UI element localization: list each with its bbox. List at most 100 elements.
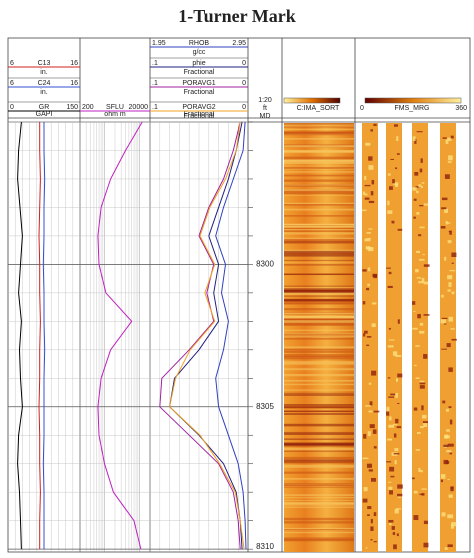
fms-spot [387, 285, 393, 289]
fms-spot [365, 547, 368, 549]
ima-streak [284, 461, 354, 463]
fms-spot [415, 345, 420, 347]
ima-streak [284, 162, 354, 164]
ima-streak [284, 432, 354, 435]
fms-spot [397, 228, 403, 231]
ima-streak [284, 241, 354, 243]
ima-streak [284, 337, 354, 340]
fms-spot [418, 467, 421, 472]
fms-spot [450, 524, 454, 529]
fms-spot [420, 470, 423, 473]
fms-spot [394, 460, 397, 465]
fms-spot [362, 269, 367, 272]
fms-spot [416, 190, 419, 194]
fms-spot [415, 377, 420, 379]
fms-spot [422, 253, 425, 256]
fms-spot [370, 526, 374, 531]
fms-spot [388, 522, 392, 526]
ima-streak [284, 478, 354, 480]
fms-spot [423, 520, 428, 525]
ima-streak [284, 161, 354, 163]
fms-spot [397, 496, 402, 498]
ima-streak [284, 203, 354, 206]
fms-spot [421, 277, 425, 283]
fms-spot [390, 393, 396, 396]
fms-spot [364, 330, 368, 334]
fms-spot [444, 547, 448, 550]
scale-right: 2.95 [232, 40, 246, 47]
ima-streak [284, 346, 354, 349]
ima-streak [284, 438, 354, 440]
ima-streak [284, 191, 354, 195]
ima-streak [284, 288, 354, 292]
fms-spot [446, 429, 450, 432]
color-bar [283, 97, 341, 104]
curve [169, 121, 243, 550]
ima-streak [284, 500, 354, 501]
ima-streak [284, 242, 354, 244]
ima-streak [284, 447, 354, 451]
fms-spot [391, 220, 395, 224]
curve-name: GR [39, 104, 50, 111]
fms-spot [441, 317, 448, 320]
fms-spot [419, 380, 425, 383]
track-footer: ohm m [104, 111, 126, 118]
ima-streak [284, 264, 354, 266]
fms-spot [419, 385, 425, 389]
ima-streak [284, 202, 354, 205]
fms-spot [373, 123, 377, 127]
fms-spot [397, 493, 403, 497]
fms-spot [443, 459, 449, 465]
fms-spot [396, 426, 402, 429]
fms-spot [373, 512, 377, 517]
ima-streak [284, 311, 354, 313]
ima-streak [284, 259, 354, 261]
ima-streak [284, 229, 354, 231]
fms-spot [390, 475, 395, 478]
fms-spot [444, 174, 450, 179]
curve [97, 121, 143, 550]
fms-spot [362, 301, 366, 305]
fms-spot [441, 294, 444, 298]
curve-name: PORAVG2 [182, 104, 215, 111]
fms-spot [418, 281, 423, 284]
fms-spot [395, 392, 398, 398]
ima-streak [284, 319, 354, 320]
fms-spot [390, 158, 395, 160]
fms-spot [371, 370, 377, 376]
fms-spot [367, 247, 374, 252]
fms-spot [393, 182, 399, 185]
fms-spot [451, 262, 454, 264]
fms-spot [367, 267, 371, 272]
fms-spot [391, 526, 395, 530]
fms-spot [412, 187, 417, 191]
ima-streak [284, 464, 354, 468]
fms-spot [371, 180, 375, 185]
image-name: C:IMA_SORT [297, 105, 340, 112]
fms-spot [441, 207, 447, 210]
fms-spot [448, 155, 453, 161]
image-name: FMS_MRG [395, 105, 430, 112]
fms-spot [450, 486, 454, 492]
fms-spot [419, 330, 425, 334]
fms-spot [423, 542, 429, 548]
fms-spot [364, 184, 371, 187]
scale-left: .1 [152, 104, 158, 111]
fms-spot [364, 238, 371, 242]
curve-name: C24 [38, 80, 51, 87]
fms-spot [393, 423, 398, 426]
scale-left: 200 [82, 104, 94, 111]
fms-spot [421, 488, 427, 490]
ima-streak [284, 315, 354, 319]
fms-spot [423, 203, 429, 206]
fms-spot [386, 411, 390, 416]
fms-spot [393, 544, 397, 550]
ima-streak [284, 165, 354, 167]
fms-spot [392, 351, 398, 356]
fms-spot [387, 377, 391, 379]
track-footer: GAPI [36, 111, 53, 118]
depth-label: 8305 [256, 402, 274, 411]
fms-spot [446, 343, 451, 348]
fms-spot [416, 131, 423, 133]
fms-spot [451, 252, 457, 257]
